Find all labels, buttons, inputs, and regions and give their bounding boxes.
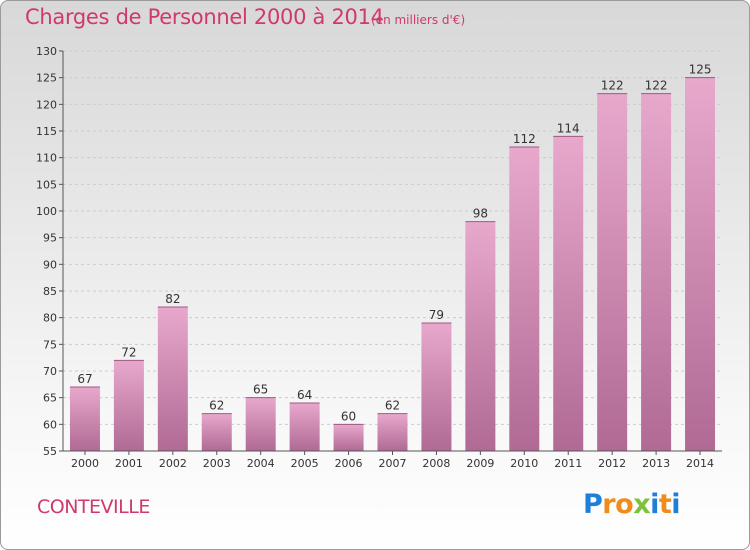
x-tick-label: 2002 (159, 457, 187, 470)
y-tick-label: 90 (43, 258, 57, 271)
logo-letter: o (615, 489, 634, 520)
x-tick-label: 2000 (71, 457, 99, 470)
bar-2014 (685, 77, 716, 452)
value-label: 65 (253, 383, 268, 397)
y-tick-label: 80 (43, 312, 57, 325)
y-tick-label: 110 (36, 152, 57, 165)
bar-2007 (377, 413, 408, 451)
value-label: 62 (385, 399, 400, 413)
bar-2012 (597, 93, 628, 452)
x-tick-label: 2010 (510, 457, 538, 470)
location-name: CONTEVILLE (37, 496, 150, 518)
x-tick-label: 2003 (203, 457, 231, 470)
x-tick-label: 2011 (554, 457, 582, 470)
x-tick-label: 2007 (379, 457, 407, 470)
logo-letter: i (671, 489, 681, 520)
y-tick-label: 85 (43, 285, 57, 298)
y-tick-label: 95 (43, 232, 57, 245)
value-label: 62 (209, 399, 224, 413)
value-label: 125 (689, 63, 712, 77)
value-label: 122 (645, 79, 668, 93)
bar-2000 (69, 387, 100, 451)
bar-2006 (333, 424, 364, 451)
bar-2005 (289, 403, 320, 451)
bar-2008 (421, 323, 452, 451)
value-label: 122 (601, 79, 624, 93)
y-tick-label: 130 (36, 45, 57, 58)
value-label: 79 (429, 308, 444, 322)
bar-2011 (553, 136, 584, 452)
x-tick-label: 2001 (115, 457, 143, 470)
axes: 55 60 65 70 75 80 85 90 95 100 105 110 115 120 125 130 2… (36, 45, 722, 470)
value-label: 60 (341, 409, 356, 423)
x-tick-label: 2014 (686, 457, 714, 470)
bar-2001 (113, 360, 144, 451)
bar-2003 (201, 413, 232, 451)
chart-title: Charges de Personnel 2000 à 2014 (25, 5, 384, 29)
logo-letter: r (602, 489, 616, 520)
x-tick-label: 2004 (247, 457, 275, 470)
value-label: 114 (557, 121, 580, 135)
value-label: 112 (513, 132, 536, 146)
y-tick-label: 55 (43, 445, 57, 458)
value-label: 98 (473, 207, 488, 221)
x-tick-label: 2012 (598, 457, 626, 470)
y-tick-label: 105 (36, 178, 57, 191)
x-tick-label: 2008 (422, 457, 450, 470)
value-label: 82 (165, 292, 180, 306)
bar-2009 (465, 221, 496, 451)
value-label: 64 (297, 388, 312, 402)
bar-2004 (245, 397, 276, 451)
bar-2002 (157, 307, 188, 451)
logo-letter: t (658, 489, 672, 520)
y-tick-label: 65 (43, 392, 57, 405)
chart-subtitle: (en milliers d'€) (371, 13, 466, 27)
bars: 67 72 82 62 65 64 60 62 79 98 112 114 122 122 125 (69, 63, 716, 452)
x-tick-label: 2009 (466, 457, 494, 470)
value-label: 72 (121, 345, 136, 359)
proxiti-logo: Proxiti (583, 489, 681, 520)
logo-letter: P (583, 489, 603, 520)
x-tick-label: 2005 (291, 457, 319, 470)
logo-letter: i (650, 489, 659, 520)
y-tick-label: 100 (36, 205, 57, 218)
y-tick-label: 70 (43, 365, 57, 378)
y-tick-label: 60 (43, 418, 57, 431)
y-tick-label: 120 (36, 98, 57, 111)
y-tick-label: 125 (36, 72, 57, 85)
logo-letter: x (633, 489, 651, 520)
x-tick-label: 2006 (335, 457, 363, 470)
bar-2010 (509, 147, 540, 451)
y-tick-label: 75 (43, 338, 57, 351)
value-label: 67 (77, 372, 92, 386)
bar-2013 (641, 93, 672, 452)
y-tick-label: 115 (36, 125, 57, 138)
x-tick-label: 2013 (642, 457, 670, 470)
